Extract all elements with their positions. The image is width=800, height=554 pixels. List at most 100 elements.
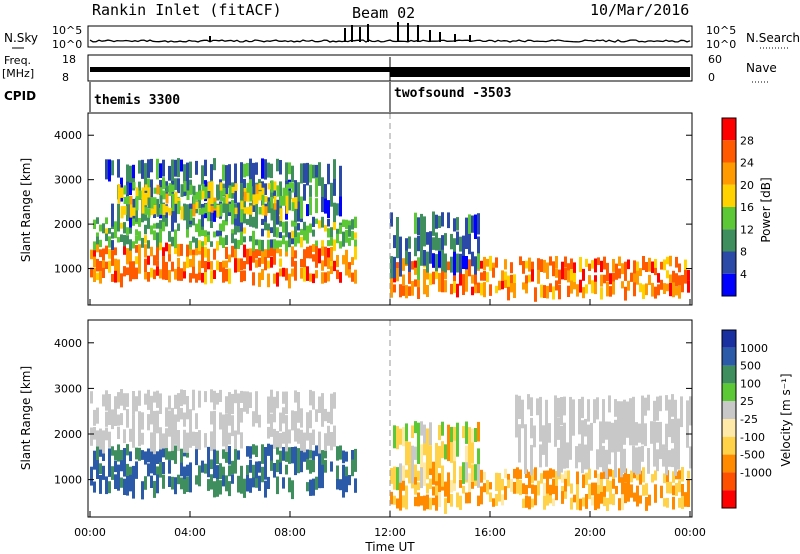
data-cell-band-3 xyxy=(219,203,223,217)
data-cell-band-0 xyxy=(240,465,243,485)
data-cell-band-5 xyxy=(420,251,423,266)
data-cell-band-2 xyxy=(501,494,504,506)
data-cell-band-4 xyxy=(687,280,690,293)
data-cell-band-0 xyxy=(225,268,228,282)
data-cell-band-4 xyxy=(492,267,495,278)
data-cell-band-4 xyxy=(426,285,429,297)
data-cell-band-3 xyxy=(638,446,641,475)
data-cell-band-1 xyxy=(153,391,156,403)
data-cell-band-2 xyxy=(516,479,519,494)
data-cell-band-2 xyxy=(579,498,582,511)
data-cell-band-4 xyxy=(453,271,456,286)
data-cell-band-0 xyxy=(138,244,141,260)
data-cell-band-0 xyxy=(141,450,144,460)
data-cell-band-3 xyxy=(120,190,124,198)
data-cell-band-4 xyxy=(435,270,438,280)
data-cell-band-0 xyxy=(312,450,315,467)
data-cell-band-4 xyxy=(642,284,645,299)
data-cell-band-0 xyxy=(186,464,189,477)
data-cell-band-3 xyxy=(623,418,626,445)
data-cell-band-1 xyxy=(93,409,96,426)
data-cell-band-4 xyxy=(474,464,477,481)
data-cell-band-2 xyxy=(531,469,534,484)
data-cell-band-4 xyxy=(579,279,582,293)
data-cell-band-2 xyxy=(126,196,129,222)
data-cell-band-0 xyxy=(228,465,231,477)
data-cell-band-0 xyxy=(276,476,279,495)
data-cell-band-4 xyxy=(450,442,453,463)
data-cell-band-0 xyxy=(201,254,204,269)
data-cell-band-4 xyxy=(510,262,513,274)
data-cell-band-2 xyxy=(138,160,141,174)
data-cell-band-2 xyxy=(648,494,651,506)
data-cell-band-0 xyxy=(339,479,342,491)
data-cell-band-4 xyxy=(414,446,417,460)
data-cell-band-2 xyxy=(321,196,324,213)
data-cell-band-1 xyxy=(282,431,285,444)
data-cell-band-1 xyxy=(240,408,243,423)
data-cell-band-2 xyxy=(675,483,678,496)
data-cell-band-0 xyxy=(117,475,120,491)
data-cell-band-1 xyxy=(168,425,171,437)
data-cell-band-2 xyxy=(600,472,603,482)
cpid-mode-1: twofsound -3503 xyxy=(394,86,511,101)
data-cell-band-0 xyxy=(186,256,189,269)
x-tick-label-0: 00:00 xyxy=(74,526,106,539)
data-cell-band-2 xyxy=(150,158,153,173)
data-cell-band-2 xyxy=(189,161,192,178)
power-colorbar-swatch-6 xyxy=(722,251,736,274)
velocity-y-axis-label: Slant Range [km] xyxy=(19,366,33,470)
data-cell-band-0 xyxy=(102,465,105,480)
data-cell-band-3 xyxy=(141,201,145,214)
data-cell-band-0 xyxy=(108,481,111,494)
data-cell-band-4 xyxy=(435,443,438,465)
data-cell-band-2 xyxy=(417,492,420,507)
data-cell-band-1 xyxy=(198,390,201,408)
data-cell-band-3 xyxy=(623,399,626,423)
data-cell-band-4 xyxy=(453,440,456,463)
data-cell-band-5 xyxy=(456,217,459,231)
data-cell-band-4 xyxy=(585,284,588,294)
data-cell-band-0 xyxy=(189,475,192,493)
data-cell-band-3 xyxy=(620,446,623,478)
data-cell-band-0 xyxy=(345,451,348,462)
data-cell-band-5 xyxy=(465,217,468,243)
data-cell-band-5 xyxy=(432,237,435,250)
data-cell-band-4 xyxy=(555,280,558,291)
data-cell-band-1 xyxy=(159,220,162,231)
data-cell-band-1 xyxy=(123,393,126,411)
data-cell-band-5 xyxy=(429,251,432,264)
data-cell-band-1 xyxy=(156,390,159,408)
data-cell-band-0 xyxy=(114,258,117,272)
data-cell-band-1 xyxy=(309,223,312,233)
data-cell-band-4 xyxy=(417,422,420,443)
data-cell-band-2 xyxy=(183,203,186,221)
data-cell-band-3 xyxy=(656,422,659,443)
data-cell-band-2 xyxy=(612,479,615,489)
data-cell-band-5 xyxy=(471,251,474,267)
data-cell-band-3 xyxy=(533,425,536,448)
data-cell-band-1 xyxy=(252,411,255,427)
data-cell-band-2 xyxy=(333,178,336,196)
data-cell-band-0 xyxy=(162,268,165,280)
data-cell-band-0 xyxy=(309,273,312,282)
data-cell-band-4 xyxy=(600,260,603,273)
data-cell-band-2 xyxy=(327,163,330,185)
data-cell-band-3 xyxy=(608,445,611,465)
data-cell-band-3 xyxy=(560,397,563,426)
data-cell-band-3 xyxy=(195,201,199,209)
data-cell-band-2 xyxy=(276,199,279,225)
data-cell-band-3 xyxy=(602,445,605,472)
data-cell-band-1 xyxy=(291,410,294,431)
data-cell-band-4 xyxy=(621,281,624,289)
data-cell-band-2 xyxy=(486,480,489,495)
data-cell-band-0 xyxy=(168,244,171,255)
data-cell-band-3 xyxy=(599,444,602,468)
data-cell-band-0 xyxy=(297,448,300,464)
data-cell-band-3 xyxy=(596,449,599,470)
data-cell-band-1 xyxy=(126,227,129,235)
data-cell-band-4 xyxy=(573,272,576,284)
data-cell-band-1 xyxy=(210,389,213,403)
data-cell-band-1 xyxy=(333,392,336,409)
y-tick-label-2: 3000 xyxy=(54,174,82,187)
